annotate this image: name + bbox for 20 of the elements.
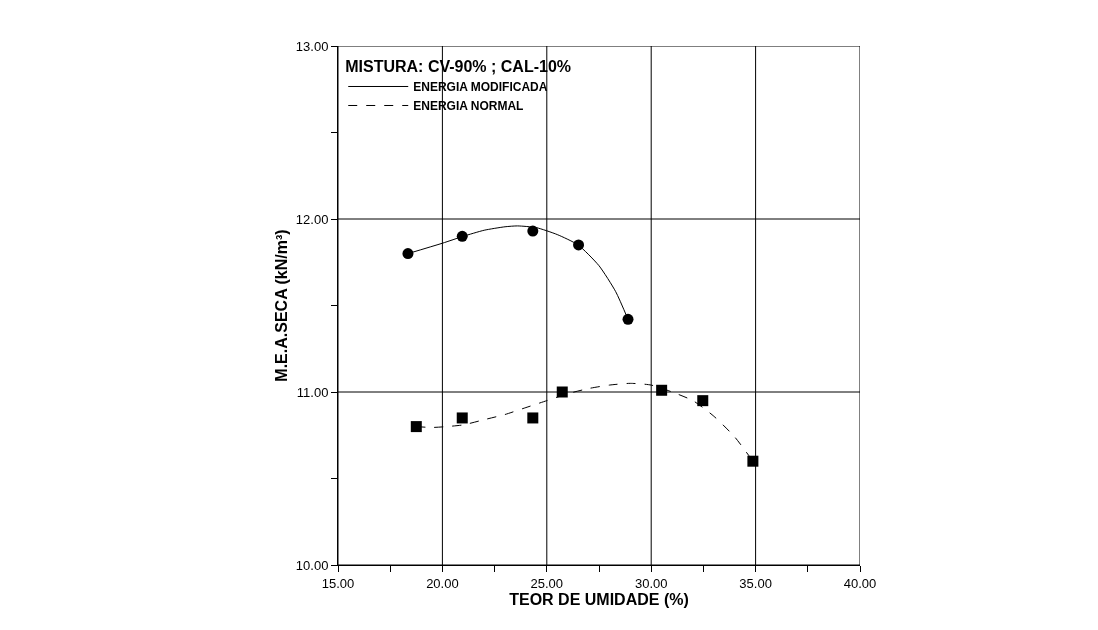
point (527, 412, 539, 424)
x-axis-title: TEOR DE UMIDADE (%) (509, 591, 689, 609)
y-tick-label: 11.00 (296, 384, 329, 400)
point (410, 421, 422, 433)
x-tick-label: 25.00 (530, 575, 564, 591)
point (556, 386, 568, 398)
y-tick-label: 13.00 (295, 38, 329, 54)
point (656, 384, 668, 396)
y-tick-label: 12.00 (295, 211, 329, 227)
x-tick-label: 20.00 (426, 575, 459, 591)
point (747, 455, 759, 467)
point (456, 412, 468, 424)
x-tick-label: 15.00 (321, 575, 355, 591)
x-tick-label: 30.00 (634, 575, 668, 591)
point (402, 248, 414, 260)
x-tick-label: 40.00 (843, 575, 877, 591)
point (697, 395, 709, 407)
y-axis-title: M.E.A.SECA (kN/m³) (272, 229, 290, 382)
x-tick-label: 35.00 (739, 575, 772, 591)
y-tick-label: 10.00 (295, 557, 329, 573)
